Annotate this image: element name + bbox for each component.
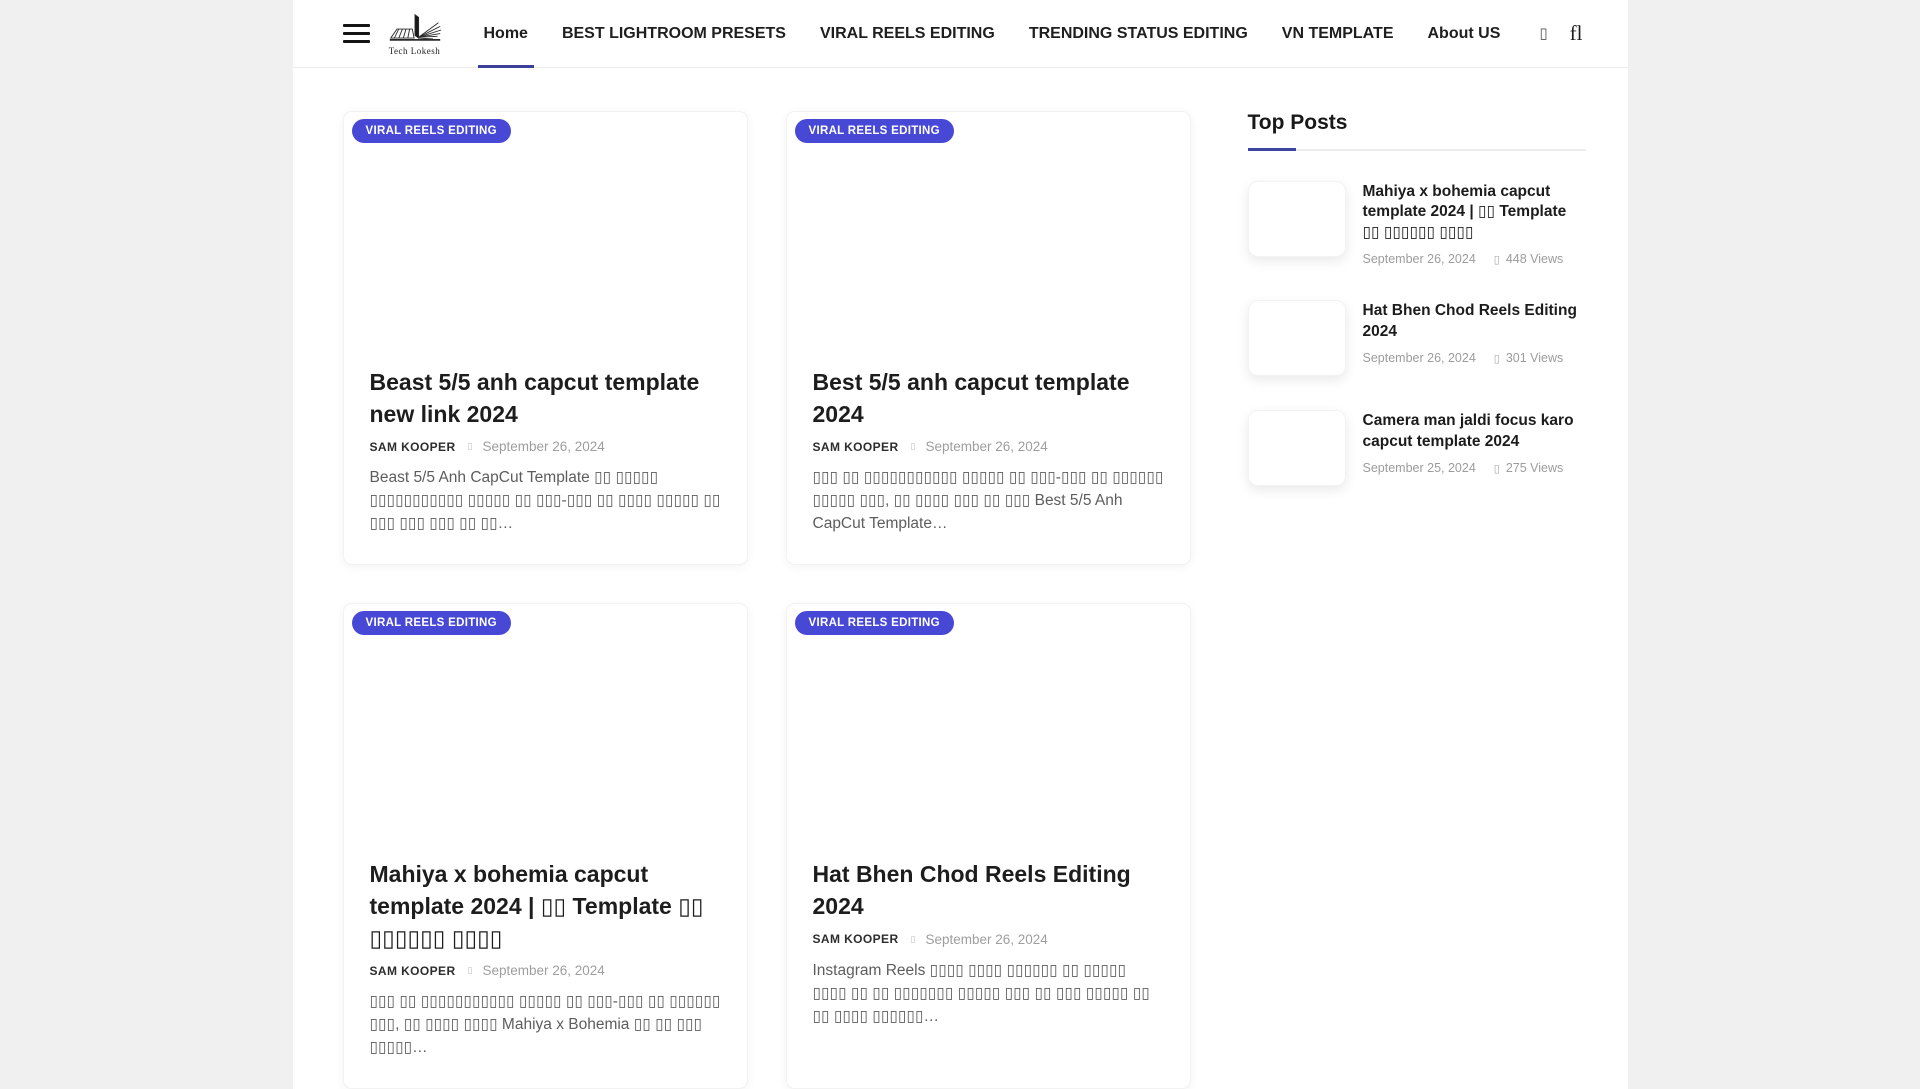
top-post-item: Camera man jaldi focus karo capcut templ… <box>1247 410 1586 487</box>
article-image[interactable] <box>786 112 1190 341</box>
main-navigation: Home BEST LIGHTROOM PRESETS VIRAL REELS … <box>477 0 1501 68</box>
site-logo[interactable]: Tech Lokesh <box>388 12 442 56</box>
article-date: September 26, 2024 <box>482 439 605 455</box>
bookmark-icon[interactable]: ▯ <box>1539 25 1548 42</box>
category-badge[interactable]: VIRAL REELS EDITING <box>794 611 954 636</box>
nav-item-about-us[interactable]: About US <box>1427 24 1501 42</box>
logo-image <box>389 13 441 41</box>
top-posts-heading: Top Posts <box>1247 111 1348 134</box>
top-post-date: September 26, 2024 <box>1362 351 1476 366</box>
header-actions: ▯ fl <box>1539 23 1582 44</box>
article-title[interactable]: Mahiya x bohemia capcut template 2024 | … <box>369 861 704 951</box>
heading-divider <box>1247 148 1586 151</box>
article-excerpt: Instagram Reels ▯▯▯▯ ▯▯▯▯ ▯▯▯▯▯▯ ▯▯ ▯▯▯▯… <box>812 961 1150 1025</box>
nav-item-home[interactable]: Home <box>477 0 535 68</box>
article-author[interactable]: SAM KOOPER <box>812 932 899 947</box>
article-date: September 26, 2024 <box>925 439 1048 455</box>
eye-icon: ▯ <box>1493 352 1500 365</box>
top-post-views: ▯ 275 Views <box>1494 461 1564 475</box>
article-card-body: Best 5/5 anh capcut template 2024 SAM KO… <box>787 341 1190 564</box>
article-card-body: Beast 5/5 anh capcut template new link 2… <box>344 341 747 564</box>
article-date: September 26, 2024 <box>925 931 1048 947</box>
article-card: VIRAL REELS EDITING Mahiya x bohemia cap… <box>342 603 748 1089</box>
top-post-item: Hat Bhen Chod Reels Editing 2024 Septemb… <box>1247 300 1586 377</box>
top-post-view-count: 301 Views <box>1505 351 1564 366</box>
sidebar: Top Posts Mahiya x bohemia capcut templa… <box>1247 111 1586 520</box>
top-navigation-bar: Tech Lokesh Home BEST LIGHTROOM PRESETS … <box>292 0 1628 68</box>
article-title[interactable]: Hat Bhen Chod Reels Editing 2024 <box>812 861 1131 920</box>
article-grid: VIRAL REELS EDITING Beast 5/5 anh capcut… <box>342 111 1191 1089</box>
category-badge[interactable]: VIRAL REELS EDITING <box>351 611 511 636</box>
category-badge[interactable]: VIRAL REELS EDITING <box>794 119 954 143</box>
article-author[interactable]: SAM KOOPER <box>812 439 899 454</box>
menu-icon[interactable] <box>342 24 370 43</box>
eye-icon: ▯ <box>1493 462 1500 475</box>
search-icon[interactable]: fl <box>1569 21 1583 45</box>
article-image[interactable] <box>786 604 1190 834</box>
top-post-body: Camera man jaldi focus karo capcut templ… <box>1363 410 1586 486</box>
top-post-thumbnail[interactable] <box>1247 300 1346 377</box>
calendar-icon: ▯ <box>910 933 916 944</box>
top-post-title[interactable]: Hat Bhen Chod Reels Editing 2024 <box>1362 302 1577 340</box>
top-post-body: Hat Bhen Chod Reels Editing 2024 Septemb… <box>1363 300 1586 376</box>
calendar-icon: ▯ <box>467 965 473 976</box>
article-excerpt: ▯▯▯ ▯▯ ▯▯▯▯▯▯▯▯▯▯▯ ▯▯▯▯▯ ▯▯ ▯▯▯-▯▯▯ ▯▯ ▯… <box>812 469 1164 533</box>
article-card: VIRAL REELS EDITING Beast 5/5 anh capcut… <box>342 111 748 566</box>
top-post-view-count: 448 Views <box>1505 252 1564 267</box>
top-post-date: September 26, 2024 <box>1362 252 1476 267</box>
article-card-body: Mahiya x bohemia capcut template 2024 | … <box>344 833 747 1088</box>
top-post-meta: September 26, 2024 ▯ 301 Views <box>1363 351 1586 365</box>
article-author[interactable]: SAM KOOPER <box>369 963 456 978</box>
article-meta: SAM KOOPER ▯ September 26, 2024 <box>370 439 721 454</box>
article-meta: SAM KOOPER ▯ September 26, 2024 <box>813 439 1164 454</box>
nav-item-best-lightroom-presets[interactable]: BEST LIGHTROOM PRESETS <box>561 24 786 42</box>
nav-item-vn-template[interactable]: VN TEMPLATE <box>1281 24 1394 42</box>
article-date: September 26, 2024 <box>482 963 605 979</box>
article-excerpt: ▯▯▯ ▯▯ ▯▯▯▯▯▯▯▯▯▯▯ ▯▯▯▯▯ ▯▯ ▯▯▯-▯▯▯ ▯▯ ▯… <box>369 993 721 1057</box>
top-post-views: ▯ 301 Views <box>1494 351 1564 365</box>
top-post-title[interactable]: Camera man jaldi focus karo capcut templ… <box>1362 412 1574 450</box>
main-content: VIRAL REELS EDITING Beast 5/5 anh capcut… <box>293 68 1628 1089</box>
article-image[interactable] <box>343 604 747 834</box>
calendar-icon: ▯ <box>467 441 473 452</box>
top-post-body: Mahiya x bohemia capcut template 2024 | … <box>1363 181 1586 266</box>
eye-icon: ▯ <box>1493 253 1500 266</box>
article-meta: SAM KOOPER ▯ September 26, 2024 <box>370 963 721 978</box>
top-post-date: September 25, 2024 <box>1362 461 1476 476</box>
article-excerpt: Beast 5/5 Anh CapCut Template ▯▯ ▯▯▯▯▯ ▯… <box>369 469 721 533</box>
nav-item-trending-status-editing[interactable]: TRENDING STATUS EDITING <box>1028 24 1248 42</box>
top-post-views: ▯ 448 Views <box>1494 252 1564 266</box>
calendar-icon: ▯ <box>910 441 916 452</box>
article-title[interactable]: Best 5/5 anh capcut template 2024 <box>812 369 1130 427</box>
top-post-meta: September 26, 2024 ▯ 448 Views <box>1363 252 1586 266</box>
article-card-body: Hat Bhen Chod Reels Editing 2024 SAM KOO… <box>787 833 1190 1056</box>
article-meta: SAM KOOPER ▯ September 26, 2024 <box>813 932 1164 947</box>
top-post-thumbnail[interactable] <box>1247 410 1346 487</box>
article-title[interactable]: Beast 5/5 anh capcut template new link 2… <box>369 369 700 427</box>
article-image[interactable] <box>343 112 747 341</box>
nav-item-viral-reels-editing[interactable]: VIRAL REELS EDITING <box>819 24 995 42</box>
top-post-view-count: 275 Views <box>1505 461 1564 476</box>
article-author[interactable]: SAM KOOPER <box>369 439 456 454</box>
top-post-item: Mahiya x bohemia capcut template 2024 | … <box>1247 181 1586 266</box>
article-card: VIRAL REELS EDITING Hat Bhen Chod Reels … <box>785 603 1191 1089</box>
top-post-thumbnail[interactable] <box>1247 181 1346 257</box>
article-card: VIRAL REELS EDITING Best 5/5 anh capcut … <box>785 111 1191 566</box>
page-container: Tech Lokesh Home BEST LIGHTROOM PRESETS … <box>292 0 1628 1089</box>
top-post-title[interactable]: Mahiya x bohemia capcut template 2024 | … <box>1362 183 1567 241</box>
logo-caption: Tech Lokesh <box>388 45 441 56</box>
category-badge[interactable]: VIRAL REELS EDITING <box>351 119 511 143</box>
top-post-meta: September 25, 2024 ▯ 275 Views <box>1363 461 1586 475</box>
